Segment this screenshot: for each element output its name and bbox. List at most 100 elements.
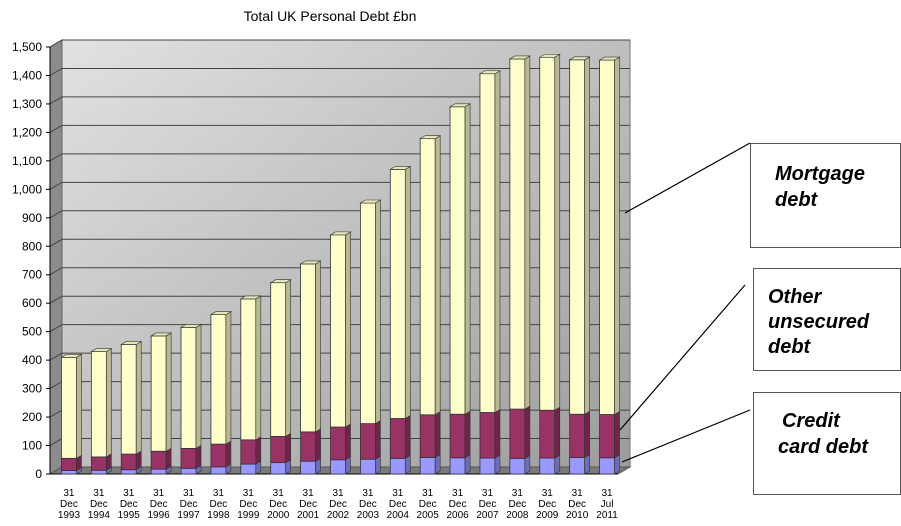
- bar-0-1: [90, 469, 107, 475]
- bar-0-13: [449, 457, 466, 475]
- bar-top-13: [448, 103, 472, 108]
- leader-line-0: [624, 142, 751, 214]
- bar-side-0-12: [434, 453, 441, 475]
- mortgage-callout-line2: debt: [775, 189, 818, 211]
- bar-0-16: [539, 457, 556, 475]
- y-tick-label: 100: [22, 439, 42, 453]
- x-tick-label: 31 Dec 2000: [267, 488, 290, 521]
- bar-side-2-7: [285, 279, 292, 437]
- y-tick-label: 1,100: [12, 154, 42, 168]
- bar-side-2-2: [135, 340, 142, 455]
- bar-side-2-12: [434, 135, 441, 416]
- bar-side-1-3: [165, 447, 172, 470]
- bar-1-11: [389, 418, 406, 459]
- bar-2-1: [90, 351, 107, 458]
- y-tick-label: 500: [22, 325, 42, 339]
- bar-2-0: [61, 356, 77, 459]
- bar-1-0: [61, 457, 77, 471]
- credit-callout-line1: Credit: [782, 410, 840, 432]
- bar-1-4: [180, 447, 197, 469]
- x-tick-label: 31 Dec 1993: [58, 488, 81, 521]
- unsecured-callout-line3: debt: [768, 336, 811, 358]
- bar-side-1-11: [404, 414, 411, 459]
- bar-side-2-8: [315, 260, 321, 433]
- credit-callout: Credit card debt: [753, 392, 901, 495]
- bar-top-8: [299, 260, 322, 265]
- bar-side-2-5: [225, 311, 232, 445]
- bar-0-15: [509, 457, 526, 475]
- credit-callout-line2: card debt: [778, 436, 869, 458]
- bar-side-2-17: [584, 56, 590, 415]
- x-tick-label: 31 Dec 1999: [237, 488, 260, 521]
- bar-top-6: [239, 295, 262, 300]
- bar-1-16: [539, 409, 556, 459]
- bar-side-1-14: [494, 408, 501, 459]
- x-tick-label: 31 Dec 2004: [387, 488, 410, 521]
- bar-2-4: [180, 326, 197, 449]
- bar-2-8: [300, 263, 317, 433]
- bar-2-18: [599, 59, 615, 415]
- bar-1-18: [599, 414, 615, 459]
- bar-0-3: [150, 468, 167, 475]
- unsecured-callout-line1: Other: [768, 286, 822, 308]
- bar-0-11: [389, 457, 406, 475]
- bar-side-2-10: [375, 199, 381, 425]
- bar-1-5: [210, 443, 227, 468]
- bar-2-6: [240, 298, 257, 441]
- bar-1-2: [120, 453, 137, 471]
- bar-side-1-4: [195, 444, 202, 469]
- bar-0-6: [240, 463, 257, 475]
- bar-side-2-0: [76, 353, 82, 459]
- bar-side-0-17: [584, 453, 590, 475]
- bar-side-1-16: [554, 406, 561, 459]
- bar-side-1-15: [524, 405, 531, 459]
- x-tick-label: 31 Dec 1995: [118, 488, 141, 521]
- bar-2-17: [569, 59, 586, 415]
- y-tick-label: 1,000: [12, 182, 42, 196]
- bar-2-7: [270, 282, 287, 437]
- bar-0-10: [359, 458, 376, 475]
- bar-1-3: [150, 450, 167, 470]
- bar-2-2: [120, 344, 137, 455]
- x-tick-label: 31 Dec 2006: [446, 488, 469, 521]
- x-tick-label: 31 Dec 1997: [177, 488, 200, 521]
- gridline: [49, 67, 630, 76]
- x-tick-label: 31 Dec 2003: [357, 488, 380, 521]
- bar-1-15: [509, 408, 526, 459]
- plot-area: 0 100 200 300 400 500 600 700 800 900 1,000 1,100 1,…: [12, 39, 751, 521]
- bar-side-1-10: [375, 420, 381, 460]
- bar-side-1-5: [225, 440, 232, 468]
- y-tick-label: 800: [22, 239, 42, 253]
- bar-top-11: [389, 166, 412, 170]
- bar-top-4: [179, 324, 203, 328]
- bar-2-12: [419, 138, 436, 416]
- leader-line-2: [621, 409, 751, 463]
- bar-side-2-3: [165, 332, 172, 452]
- bar-top-12: [419, 135, 442, 139]
- x-tick-label: 31 Dec 2002: [327, 488, 350, 521]
- x-tick-label: 31 Dec 2001: [297, 488, 320, 521]
- gridline: [49, 39, 630, 48]
- bar-1-8: [300, 431, 317, 462]
- bar-top-5: [209, 311, 233, 315]
- bar-top-1: [90, 348, 113, 352]
- bar-1-1: [90, 456, 107, 471]
- bar-1-13: [449, 413, 466, 459]
- bar-1-17: [569, 413, 586, 458]
- bar-side-2-15: [524, 55, 531, 410]
- bar-0-18: [599, 457, 615, 475]
- bar-side-1-12: [434, 411, 441, 459]
- bar-0-0: [61, 470, 77, 475]
- bar-0-7: [270, 462, 287, 475]
- bar-top-16: [538, 53, 561, 58]
- gridline: [49, 267, 630, 276]
- bar-side-2-11: [404, 165, 411, 420]
- bar-0-14: [479, 457, 496, 475]
- gridline: [49, 124, 630, 133]
- mortgage-callout: Mortgage debt: [750, 143, 901, 248]
- y-tick-label: 600: [22, 296, 42, 310]
- x-tick-label: 31 Dec 2008: [506, 488, 529, 521]
- bar-2-9: [330, 234, 346, 428]
- gridline: [49, 181, 630, 190]
